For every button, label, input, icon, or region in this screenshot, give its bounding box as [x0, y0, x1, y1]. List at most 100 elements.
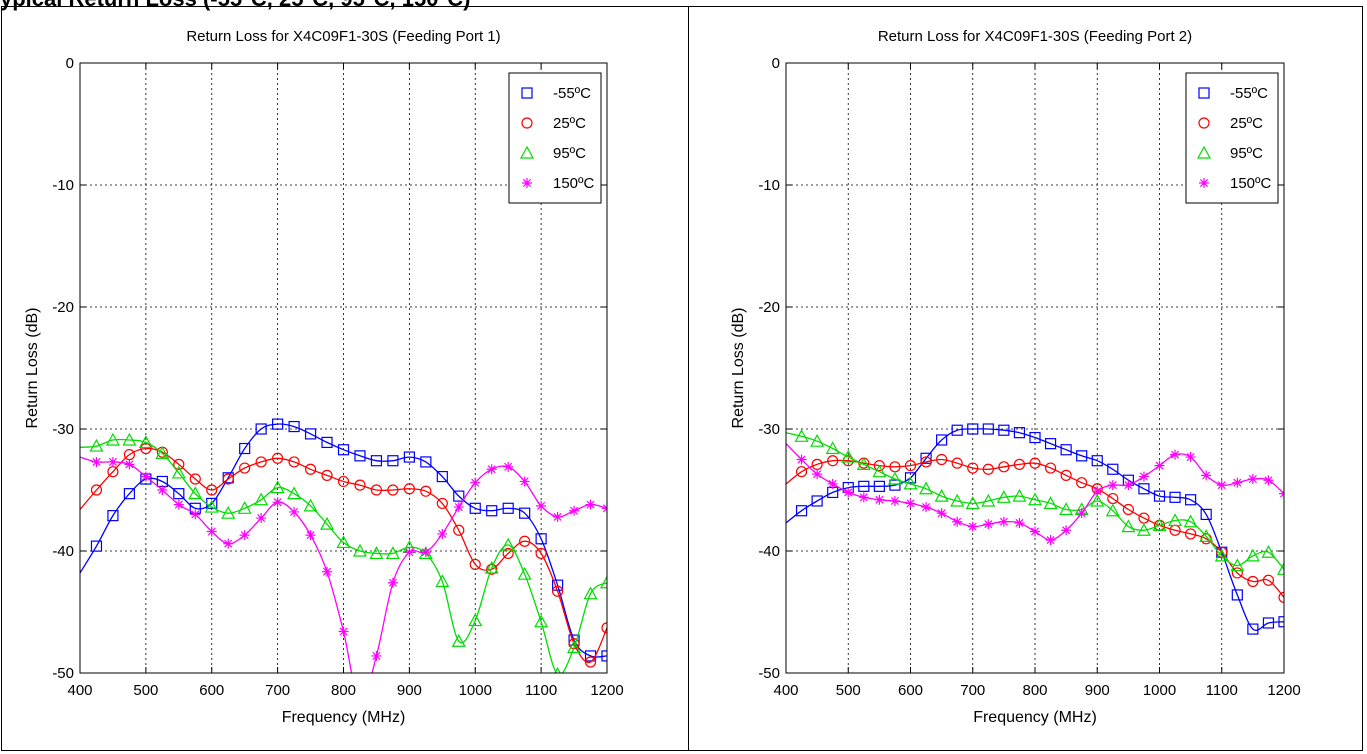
star-marker	[322, 566, 333, 577]
star-marker	[1263, 475, 1274, 486]
legend-label: 25ºC	[1230, 115, 1263, 132]
star-marker	[289, 506, 300, 517]
square-marker	[521, 87, 533, 99]
star-marker	[1216, 480, 1227, 491]
x-tick-label: 900	[1085, 682, 1110, 699]
chart-port-1: 400 500 600 700 800 900 1000 1100 1200 0 -10 -20 -30…	[24, 28, 624, 726]
square-marker	[1060, 444, 1072, 456]
star-marker	[338, 626, 349, 637]
circle-marker	[453, 524, 465, 536]
star-marker	[503, 461, 514, 472]
star-marker	[486, 464, 497, 475]
x-tick-label: 1000	[1143, 682, 1176, 699]
y-tick-label: -20	[758, 299, 780, 316]
x-axis-label: Frequency (MHz)	[282, 709, 406, 726]
triangle-marker	[1261, 544, 1276, 558]
triangle-marker	[435, 574, 450, 588]
triangle-marker	[1245, 548, 1260, 562]
triangle-marker	[950, 493, 965, 507]
x-tick-label: 600	[898, 682, 923, 699]
star-marker	[536, 500, 547, 511]
star-marker	[1045, 535, 1056, 546]
star-marker	[470, 477, 481, 488]
series-150C	[786, 443, 1284, 546]
star-marker	[437, 528, 448, 539]
circle-marker	[936, 453, 948, 466]
star-marker	[983, 519, 994, 530]
square-marker	[304, 428, 317, 440]
triangle-marker	[583, 586, 598, 600]
x-tick-label: 400	[67, 682, 92, 699]
star-marker	[522, 178, 532, 188]
triangle-marker	[1105, 503, 1120, 517]
star-marker	[1014, 517, 1025, 528]
page-header-text: ypical Return Loss (-55°C, 25°C, 95°C, 1…	[0, 0, 470, 12]
star-marker	[157, 485, 168, 495]
circle-marker	[189, 473, 201, 485]
square-marker	[873, 480, 885, 492]
y-tick-label: -50	[758, 665, 780, 682]
circle-marker	[951, 457, 963, 469]
chart-port-2: 400 500 600 700 800 900 1000 1100 1200 0 -10 -20 -30…	[730, 28, 1301, 726]
triangle-marker	[872, 464, 887, 478]
star-marker	[173, 499, 184, 510]
legend: -55ºC 25ºC 95ºC 150ºC	[508, 72, 602, 204]
star-marker	[91, 456, 102, 467]
circle-marker	[982, 463, 994, 475]
x-tick-label: 1200	[1267, 682, 1300, 699]
x-tick-label: 1000	[459, 682, 492, 699]
legend-label: -55ºC	[553, 85, 591, 102]
triangle-marker	[794, 429, 809, 442]
circle-marker	[420, 485, 432, 497]
triangle-marker	[1276, 562, 1284, 575]
series-layer	[786, 423, 1284, 635]
circle-marker	[272, 452, 284, 464]
circle-marker	[173, 458, 185, 470]
triangle-marker	[320, 516, 335, 530]
triangle-marker	[188, 486, 203, 500]
triangle-marker	[1043, 496, 1058, 510]
square-marker	[904, 472, 917, 484]
star-marker	[569, 505, 580, 516]
circle-marker	[255, 456, 267, 468]
star-marker	[827, 478, 838, 489]
star-marker	[1154, 460, 1165, 471]
triangle-marker	[1199, 529, 1214, 542]
square-marker	[1076, 450, 1088, 462]
triangle-marker	[501, 537, 516, 551]
legend-label: -55ºC	[1230, 85, 1268, 102]
star-marker	[1199, 178, 1209, 188]
circle-marker	[304, 463, 317, 475]
triangle-marker	[981, 493, 996, 507]
star-marker	[239, 530, 250, 541]
star-marker	[843, 487, 854, 498]
square-marker	[1138, 483, 1150, 495]
x-tick-label: 700	[960, 682, 985, 699]
triangle-marker	[1090, 493, 1105, 507]
circle-marker	[1044, 462, 1057, 474]
triangle-marker	[221, 505, 236, 519]
square-marker	[1013, 427, 1026, 439]
square-marker	[1091, 455, 1103, 467]
circle-marker	[795, 466, 808, 478]
circle-marker	[1231, 567, 1243, 579]
square-marker	[321, 436, 333, 449]
x-tick-label: 700	[265, 682, 290, 699]
square-marker	[967, 423, 979, 435]
circle-marker	[469, 558, 481, 571]
triangle-marker	[303, 498, 318, 512]
square-marker	[1231, 589, 1243, 601]
triangle-marker	[204, 499, 219, 513]
square-marker	[1029, 431, 1041, 444]
star-marker	[921, 502, 932, 513]
triangle-marker	[903, 476, 918, 490]
triangle-marker	[138, 435, 153, 449]
star-marker	[998, 516, 1009, 527]
star-marker	[812, 469, 823, 480]
triangle-marker	[105, 432, 120, 446]
star-marker	[874, 494, 885, 505]
square-marker	[173, 488, 185, 500]
circle-marker	[873, 460, 885, 472]
circle-marker	[1262, 574, 1275, 586]
square-marker	[370, 455, 383, 467]
